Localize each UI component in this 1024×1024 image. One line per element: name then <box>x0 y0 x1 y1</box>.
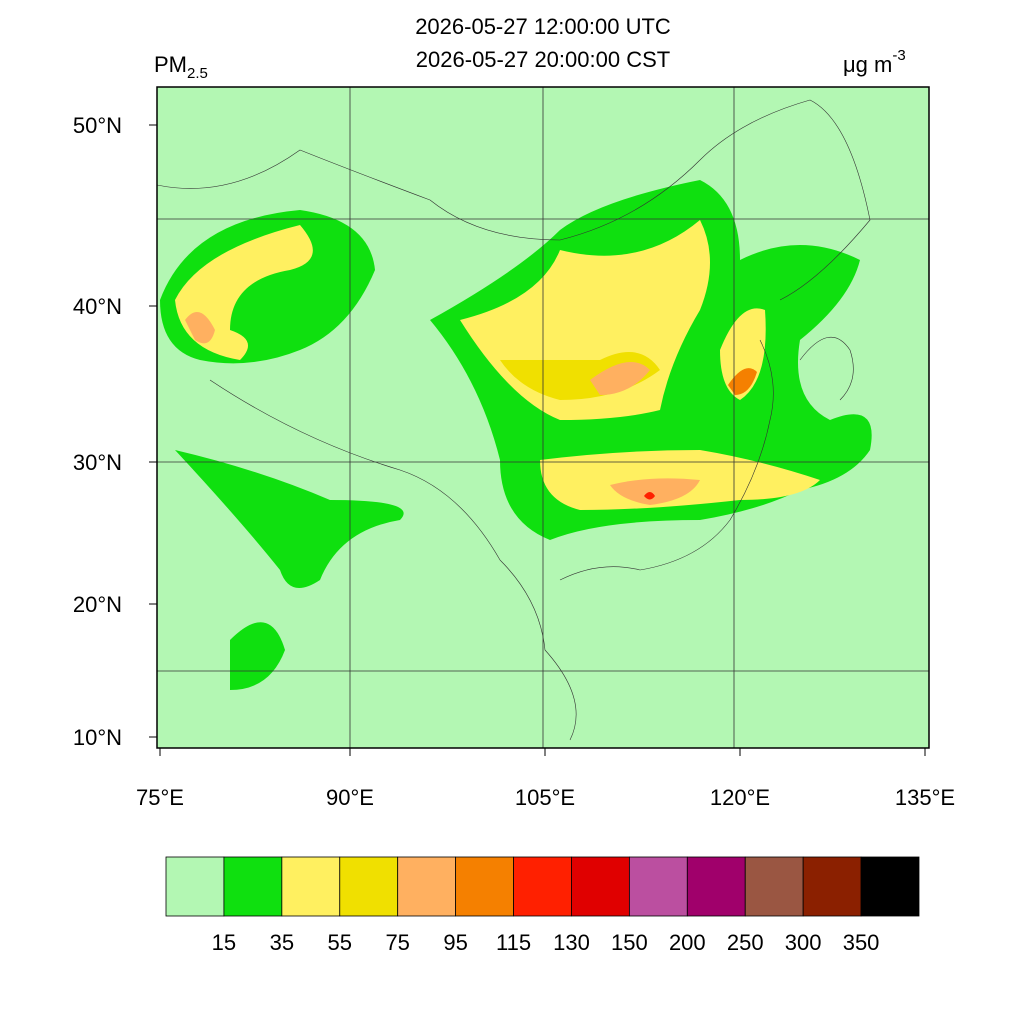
colorbar-swatch <box>281 856 341 917</box>
x-tick-label: 75°E <box>136 785 184 810</box>
colorbar-label: 95 <box>443 930 467 955</box>
unit-label: μg m-3 <box>843 47 906 77</box>
colorbar-swatch <box>513 856 572 917</box>
colorbar-label: 115 <box>496 930 531 955</box>
colorbar-swatch <box>571 856 630 917</box>
y-tick-label: 30°N <box>73 450 122 475</box>
colorbar-swatch <box>455 856 514 917</box>
x-tick-label: 120°E <box>710 785 770 810</box>
colorbar-label: 150 <box>611 930 648 955</box>
y-tick-label: 20°N <box>73 592 122 617</box>
y-tick-label: 40°N <box>73 294 122 319</box>
unit: μg m <box>843 52 892 77</box>
colorbar-label: 75 <box>385 930 409 955</box>
colorbar-swatch <box>397 856 457 917</box>
map-frame <box>156 86 930 749</box>
colorbar-label: 130 <box>553 930 590 955</box>
variable-subscript: 2.5 <box>187 65 208 82</box>
colorbar-label: 55 <box>328 930 352 955</box>
colorbar-swatch <box>860 856 920 917</box>
x-tick-label: 135°E <box>895 785 955 810</box>
x-tick-label: 105°E <box>515 785 575 810</box>
colorbar-swatch <box>628 856 688 917</box>
colorbar-swatch <box>802 856 862 917</box>
colorbar-label: 300 <box>785 930 822 955</box>
y-tick-label: 10°N <box>73 725 122 750</box>
colorbar-label: 350 <box>843 930 880 955</box>
colorbar-swatch <box>339 856 399 917</box>
colorbar-label: 35 <box>270 930 294 955</box>
title-line: 2026-05-27 12:00:00 UTC <box>415 14 671 39</box>
colorbar: 15 35 55 75 95 115 130 150 200 250 300 350 <box>165 856 920 955</box>
graticule <box>157 87 929 748</box>
colorbar-label: 250 <box>727 930 764 955</box>
colorbar-swatch <box>744 856 804 917</box>
colorbar-swatch <box>686 856 746 917</box>
variable: PM <box>154 52 187 77</box>
title-line: 2026-05-27 20:00:00 CST <box>416 47 670 72</box>
colorbar-label: 200 <box>669 930 706 955</box>
colorbar-swatch <box>223 856 283 917</box>
colorbar-swatch <box>165 856 225 917</box>
pollution-field <box>160 180 872 690</box>
map <box>156 86 930 749</box>
colorbar-label: 15 <box>212 930 236 955</box>
axis-ticks: 75°E 90°E 105°E 120°E 135°E 50°N 40°N 30°N 20°N 1… <box>73 113 955 810</box>
unit-superscript: -3 <box>892 47 905 64</box>
variable-label: PM2.5 <box>154 52 208 82</box>
y-tick-label: 50°N <box>73 113 122 138</box>
x-tick-label: 90°E <box>326 785 374 810</box>
country-borders <box>156 99 871 741</box>
